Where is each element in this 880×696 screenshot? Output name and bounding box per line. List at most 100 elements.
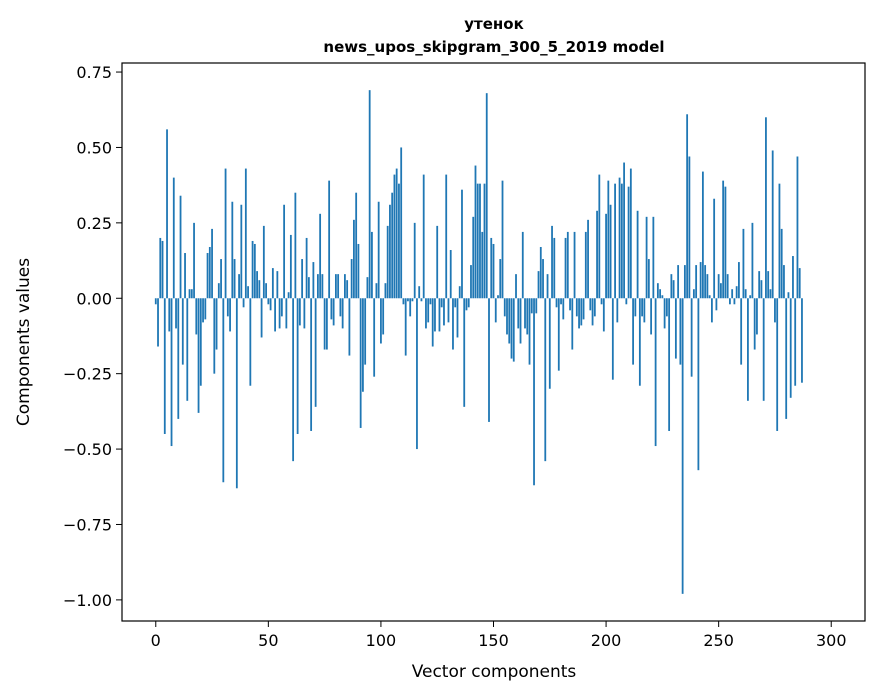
bar [175, 298, 177, 329]
bar [634, 298, 637, 317]
bar [789, 298, 792, 398]
bar [483, 183, 486, 299]
bar [557, 298, 560, 371]
chart-subtitle: news_upos_skipgram_300_5_2019 model [323, 38, 664, 56]
bar [562, 298, 565, 320]
x-tick-label: 100 [366, 631, 397, 650]
bar [681, 298, 684, 594]
x-tick-label: 300 [816, 631, 847, 650]
bar [226, 298, 229, 317]
bar [753, 298, 756, 350]
bar [589, 298, 592, 311]
bar [447, 298, 450, 323]
bar [587, 219, 589, 299]
bar [499, 259, 502, 299]
bar [413, 222, 416, 299]
x-tick-label: 200 [591, 631, 622, 650]
bar [348, 298, 351, 356]
bar [647, 259, 650, 299]
bar [510, 298, 513, 359]
bar [776, 298, 779, 431]
bar [470, 265, 472, 299]
bar [715, 298, 718, 311]
bar [501, 180, 504, 299]
bar [749, 295, 752, 299]
bar [488, 298, 490, 422]
bar [204, 298, 207, 320]
bar [512, 298, 515, 362]
y-axis: −1.00 −0.75 −0.50 −0.25 0.00 0.25 0.50 0.75 [63, 63, 122, 610]
bar [391, 192, 394, 299]
bar [402, 298, 405, 305]
bar [519, 298, 522, 344]
bar [323, 298, 326, 350]
bar [296, 298, 299, 434]
bar [262, 225, 265, 299]
bar [202, 298, 204, 323]
bar [195, 298, 198, 335]
bar [240, 204, 243, 299]
bar [560, 298, 562, 305]
bar [695, 265, 698, 299]
bar [731, 289, 734, 299]
bar [783, 265, 785, 299]
bar [467, 298, 470, 308]
bar [170, 298, 173, 447]
y-tick-label: −0.25 [63, 365, 112, 384]
bar [620, 183, 623, 299]
bar [287, 292, 290, 299]
bar [159, 237, 162, 299]
bar [697, 298, 700, 471]
bar [724, 186, 727, 299]
bar [706, 274, 709, 299]
bar [350, 259, 353, 299]
bar [528, 298, 531, 365]
bar [717, 274, 720, 299]
bar [332, 298, 335, 326]
bar [368, 90, 371, 299]
bar [792, 256, 794, 299]
bar [600, 298, 603, 305]
bar [438, 298, 441, 332]
bar [362, 298, 364, 392]
bar [276, 271, 279, 299]
bar [294, 192, 297, 299]
bar [609, 204, 612, 299]
bar [443, 298, 445, 326]
bar [404, 298, 407, 356]
bar [677, 265, 680, 299]
bar [193, 222, 195, 299]
bar [699, 262, 702, 299]
y-axis-label: Components values [14, 258, 34, 426]
bar [638, 298, 641, 386]
bar [179, 195, 182, 299]
bar [665, 298, 668, 317]
bar [366, 277, 369, 299]
bar [298, 298, 301, 326]
bar [530, 298, 533, 314]
bar [771, 150, 774, 299]
bar [636, 210, 639, 299]
bar [598, 174, 601, 299]
bar [767, 271, 770, 299]
bar [344, 274, 346, 299]
bar [377, 201, 380, 299]
bar [375, 283, 378, 299]
bar [285, 298, 288, 329]
bar [569, 298, 571, 311]
bar [449, 250, 452, 299]
bar [521, 231, 524, 299]
bar [224, 168, 227, 299]
bar [656, 283, 659, 299]
bar [267, 298, 270, 305]
bar [735, 286, 738, 299]
bar [316, 274, 319, 299]
y-tick-label: −1.00 [63, 591, 112, 610]
bar [157, 298, 159, 347]
bar [542, 259, 544, 299]
bar [233, 259, 236, 299]
bar [371, 231, 373, 299]
y-tick-label: −0.50 [63, 440, 112, 459]
bar [476, 183, 479, 299]
bar [154, 298, 157, 305]
